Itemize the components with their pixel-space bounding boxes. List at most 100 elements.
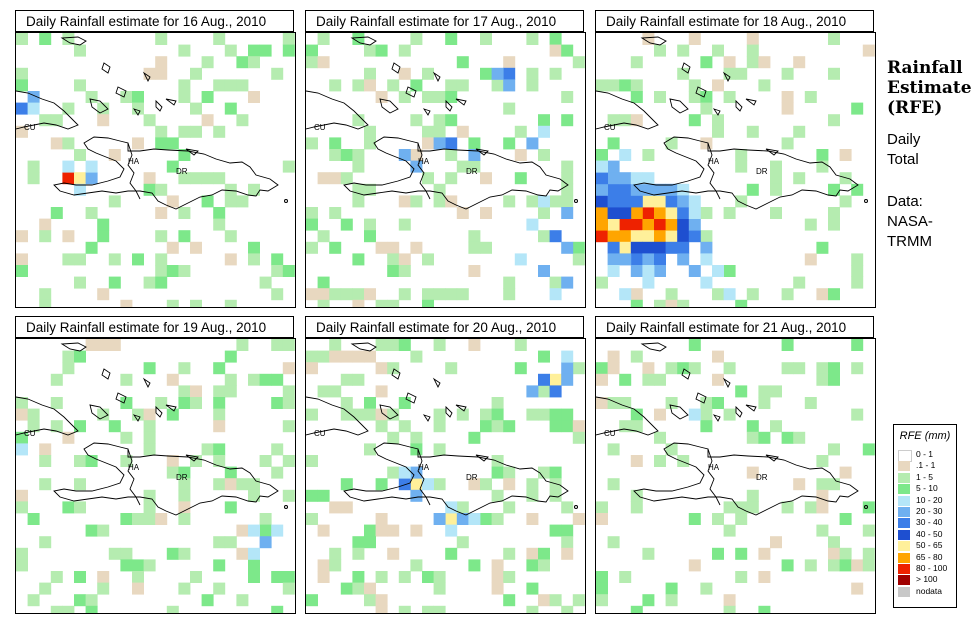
rain-cell (607, 160, 620, 173)
island-coastline (101, 62, 111, 74)
rain-cell (746, 501, 759, 514)
rain-cell (804, 397, 817, 409)
rain-cell (178, 478, 191, 491)
rain-cell (306, 408, 318, 421)
rain-cell (735, 195, 748, 208)
island-coastline (60, 342, 87, 352)
rain-cell (677, 230, 690, 243)
rain-cell (468, 513, 481, 525)
rain-cell (422, 137, 434, 150)
rain-cell (132, 253, 144, 266)
rain-cell (607, 536, 620, 549)
rain-cell (456, 501, 469, 514)
rain-cell (480, 67, 492, 80)
rain-cell (317, 385, 330, 398)
island-coastline (765, 454, 779, 462)
panel-title: Daily Rainfall estimate for 20 Aug., 201… (305, 316, 584, 338)
rain-cell (723, 605, 736, 613)
rain-cell (224, 385, 237, 398)
rain-cell (480, 513, 492, 525)
rain-cell (654, 299, 666, 307)
rain-cell (758, 605, 771, 613)
rain-cell (445, 114, 458, 127)
rain-cell (514, 125, 527, 138)
rain-cell (491, 513, 504, 525)
rain-cell (422, 288, 434, 301)
rain-cell (74, 172, 86, 185)
rain-cell (410, 241, 423, 254)
source-label: Data: NASA- TRMM (887, 192, 933, 252)
map-panel-17-aug: Daily Rainfall estimate for 17 Aug., 201… (305, 10, 586, 308)
rain-cell (630, 172, 643, 185)
rain-cell (816, 362, 829, 375)
rain-cell (236, 594, 249, 607)
rain-cell (630, 230, 643, 243)
rain-cell (828, 443, 840, 456)
rain-cell (306, 137, 318, 150)
legend-label: 5 - 10 (916, 483, 938, 494)
rain-cell (166, 373, 179, 386)
rain-cell (224, 373, 237, 386)
island-dot (284, 199, 288, 203)
rain-cell (213, 420, 226, 433)
island-coastline (735, 405, 743, 418)
rain-cell (596, 571, 608, 583)
rain-cell (74, 44, 86, 57)
rain-cell (259, 524, 272, 537)
rain-cell (758, 397, 771, 409)
rain-cell (700, 56, 713, 69)
rain-cell (723, 265, 736, 277)
rain-cell (178, 582, 191, 595)
rain-cell (514, 172, 527, 185)
rain-cell (329, 350, 342, 363)
island-coastline (132, 414, 141, 422)
island-coastline (695, 86, 707, 98)
rain-cell (630, 299, 643, 307)
rain-cell (526, 33, 539, 45)
rain-cell (50, 137, 63, 150)
rain-cell (306, 455, 318, 467)
rain-cell (282, 489, 295, 502)
rain-cell (224, 536, 237, 549)
rain-cell (364, 218, 376, 231)
rain-cell (352, 408, 365, 421)
rain-cell (561, 605, 574, 613)
rain-cell (514, 253, 527, 266)
rain-cell (398, 288, 411, 301)
rain-cell (248, 241, 260, 254)
rain-cell (155, 253, 168, 266)
rain-cell (839, 466, 852, 479)
rain-cell (340, 149, 353, 161)
rain-cell (120, 455, 133, 467)
rain-cell (468, 230, 481, 243)
rain-cell (538, 114, 550, 127)
data-text: Data: (887, 193, 923, 210)
rain-cell (306, 362, 318, 375)
rain-cell (166, 408, 179, 421)
island-coastline (391, 368, 401, 380)
rain-cell (375, 524, 388, 537)
rain-cell (700, 408, 713, 421)
rain-cell (306, 489, 318, 502)
island-coastline (89, 98, 109, 114)
rain-cell (410, 79, 423, 92)
rain-cell (642, 241, 655, 254)
rain-cell (445, 33, 458, 45)
rain-cell (572, 513, 585, 525)
island-coastline (350, 36, 377, 46)
rain-cell (97, 524, 110, 537)
rain-cell (16, 33, 28, 45)
island-coastline (745, 404, 757, 412)
rain-cell (317, 524, 330, 537)
rain-cell (445, 547, 458, 560)
rain-cell (561, 241, 574, 254)
rain-cell (329, 339, 342, 351)
rain-cell (526, 385, 539, 398)
rain-cell (282, 420, 295, 433)
rain-cell (190, 571, 202, 583)
rain-cell (387, 339, 400, 351)
rain-cell (491, 455, 504, 467)
rain-cell (630, 350, 643, 363)
rain-cell (735, 385, 748, 398)
rain-cell (456, 160, 469, 173)
